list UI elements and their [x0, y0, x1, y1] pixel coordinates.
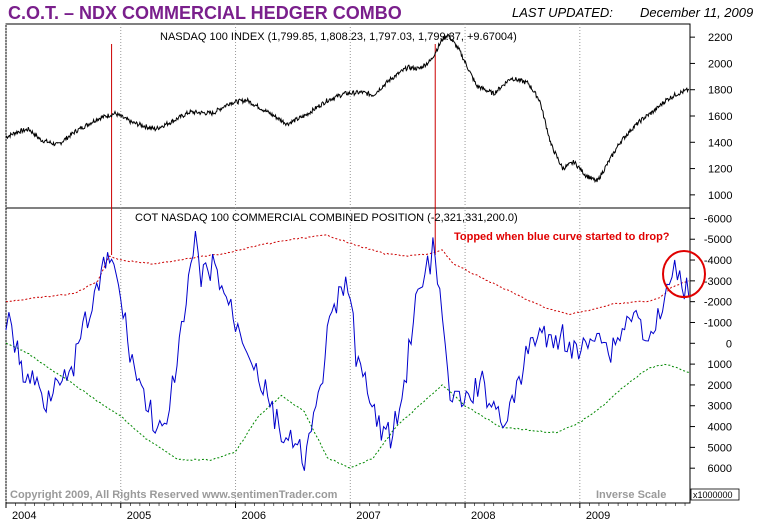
inverse-scale-note: Inverse Scale: [596, 489, 666, 501]
cot-panel-title: COT NASDAQ 100 COMMERCIAL COMBINED POSIT…: [135, 212, 518, 224]
price-y-tick-label: 1800: [708, 85, 732, 97]
multiplier-box: [690, 488, 740, 501]
price-y-tick-label: 1600: [708, 111, 732, 123]
x-tick-label: 2009: [586, 510, 610, 522]
x-tick-label: 2004: [12, 510, 36, 522]
cot-y-tick-label: -1000: [704, 317, 732, 329]
annotation-text: Topped when blue curve started to drop?: [454, 231, 670, 243]
cot-y-tick-label: -4000: [704, 255, 732, 267]
cot-y-tick-label: 4000: [708, 422, 732, 434]
cot-y-tick-label: 5000: [708, 442, 732, 454]
series-nasdaq-100: [5, 33, 690, 184]
annotation-circle: [662, 250, 706, 298]
cot-y-tick-label: -6000: [704, 213, 732, 225]
last-updated-label: LAST UPDATED:: [512, 5, 613, 20]
x-tick-label: 2005: [127, 510, 151, 522]
price-y-tick-label: 1000: [708, 190, 732, 202]
x-tick-label: 2008: [471, 510, 495, 522]
chart-title: C.O.T. – NDX COMMERCIAL HEDGER COMBO: [8, 3, 402, 23]
multiplier-label: x1000000: [693, 490, 733, 500]
cot-y-tick-label: 0: [726, 338, 732, 350]
cot-y-tick-label: -3000: [704, 276, 732, 288]
x-tick-label: 2006: [242, 510, 266, 522]
series-commercial-position: [5, 231, 690, 471]
series-lower-band: [5, 342, 689, 469]
cot-y-tick-label: 6000: [708, 463, 732, 475]
cot-y-tick-label: -5000: [704, 234, 732, 246]
cot-panel-frame: [5, 207, 691, 504]
cot-y-tick-label: 3000: [708, 401, 732, 413]
cot-y-tick-label: -2000: [704, 297, 732, 309]
price-y-tick-label: 1400: [708, 137, 732, 149]
price-panel-title: NASDAQ 100 INDEX (1,799.85, 1,808.23, 1,…: [160, 31, 517, 43]
cot-y-tick-label: 2000: [708, 380, 732, 392]
series-upper-band: [5, 234, 690, 316]
price-y-tick-label: 2000: [708, 58, 732, 70]
copyright-text: Copyright 2009, All Rights Reserved www.…: [10, 489, 338, 501]
price-y-tick-label: 1200: [708, 164, 732, 176]
cot-y-tick-label: 1000: [708, 359, 732, 371]
price-y-tick-label: 2200: [708, 32, 732, 44]
x-tick-label: 2007: [356, 510, 380, 522]
last-updated-date: December 11, 2009: [640, 5, 753, 20]
